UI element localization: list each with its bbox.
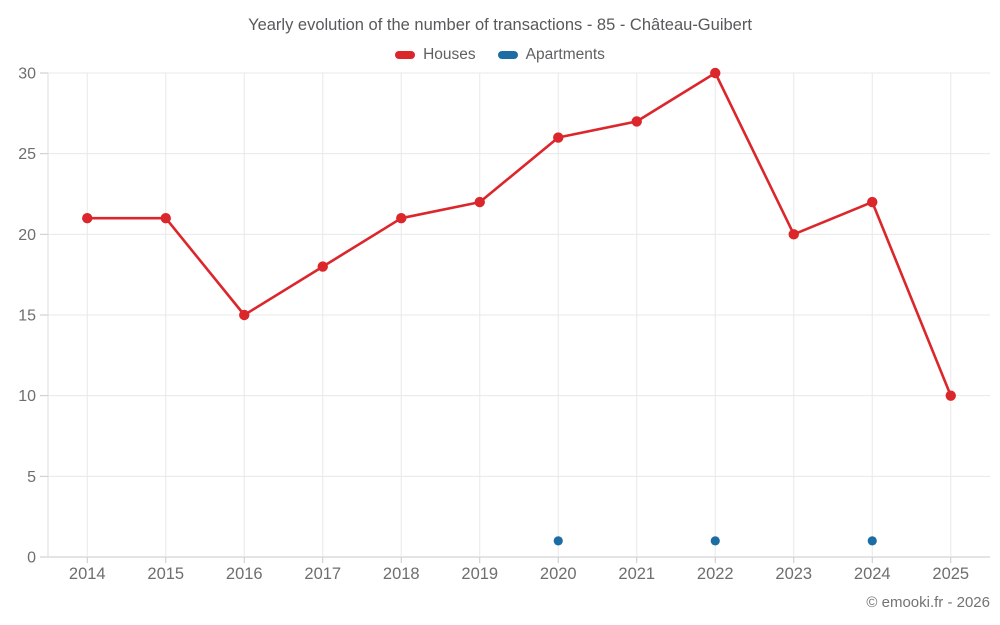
- x-axis-tick-label: 2018: [383, 565, 420, 583]
- x-axis-tick-label: 2014: [69, 565, 106, 583]
- houses-point-2014[interactable]: [82, 213, 93, 224]
- y-axis-tick-label: 20: [18, 227, 36, 244]
- houses-point-2024[interactable]: [867, 196, 878, 208]
- houses-point-2025[interactable]: [945, 390, 956, 401]
- houses-point-2020[interactable]: [553, 132, 564, 143]
- x-axis-tick-label: 2021: [618, 565, 655, 583]
- houses-point-2018[interactable]: [396, 213, 407, 224]
- y-axis-tick-label: 5: [27, 469, 36, 486]
- legend-label: Apartments: [525, 46, 605, 63]
- apartments-point-2020[interactable]: [553, 536, 563, 546]
- x-axis-tick-label: 2025: [932, 565, 969, 583]
- houses-point-2019[interactable]: [474, 196, 485, 208]
- x-axis-tick-label: 2020: [540, 565, 577, 583]
- y-axis-tick-label: 0: [27, 550, 36, 567]
- houses-point-2017[interactable]: [317, 261, 328, 272]
- legend-item-apartments[interactable]: Apartments: [497, 46, 605, 64]
- y-axis-tick-label: 30: [18, 66, 36, 83]
- x-axis-tick-label: 2016: [226, 565, 263, 583]
- houses-point-2021[interactable]: [631, 116, 642, 127]
- houses-point-2015[interactable]: [160, 213, 171, 224]
- houses-point-2023[interactable]: [788, 229, 799, 240]
- legend-item-houses[interactable]: Houses: [395, 46, 476, 64]
- y-axis-tick-label: 10: [18, 388, 36, 405]
- y-axis-tick-label: 25: [18, 146, 36, 163]
- legend-swatch-houses: [395, 51, 416, 59]
- x-axis-tick-label: 2017: [304, 565, 341, 583]
- legend: Houses Apartments: [0, 46, 1000, 64]
- apartments-point-2024[interactable]: [867, 536, 877, 546]
- legend-swatch-apartments: [497, 51, 518, 59]
- x-axis-tick-label: 2015: [147, 565, 184, 583]
- y-axis-tick-label: 15: [18, 308, 36, 325]
- footer-credit: © emooki.fr - 2026: [866, 594, 990, 611]
- x-axis-tick-label: 2023: [775, 565, 812, 583]
- x-axis-tick-label: 2022: [697, 565, 734, 583]
- houses-point-2016[interactable]: [239, 309, 250, 321]
- x-axis-tick-label: 2024: [854, 565, 891, 583]
- apartments-point-2022[interactable]: [710, 536, 720, 546]
- chart-title: Yearly evolution of the number of transa…: [248, 16, 752, 34]
- houses-point-2022[interactable]: [710, 67, 721, 79]
- legend-label: Houses: [423, 46, 476, 63]
- x-axis-tick-label: 2019: [461, 565, 498, 583]
- series-line-houses: [86, 71, 953, 397]
